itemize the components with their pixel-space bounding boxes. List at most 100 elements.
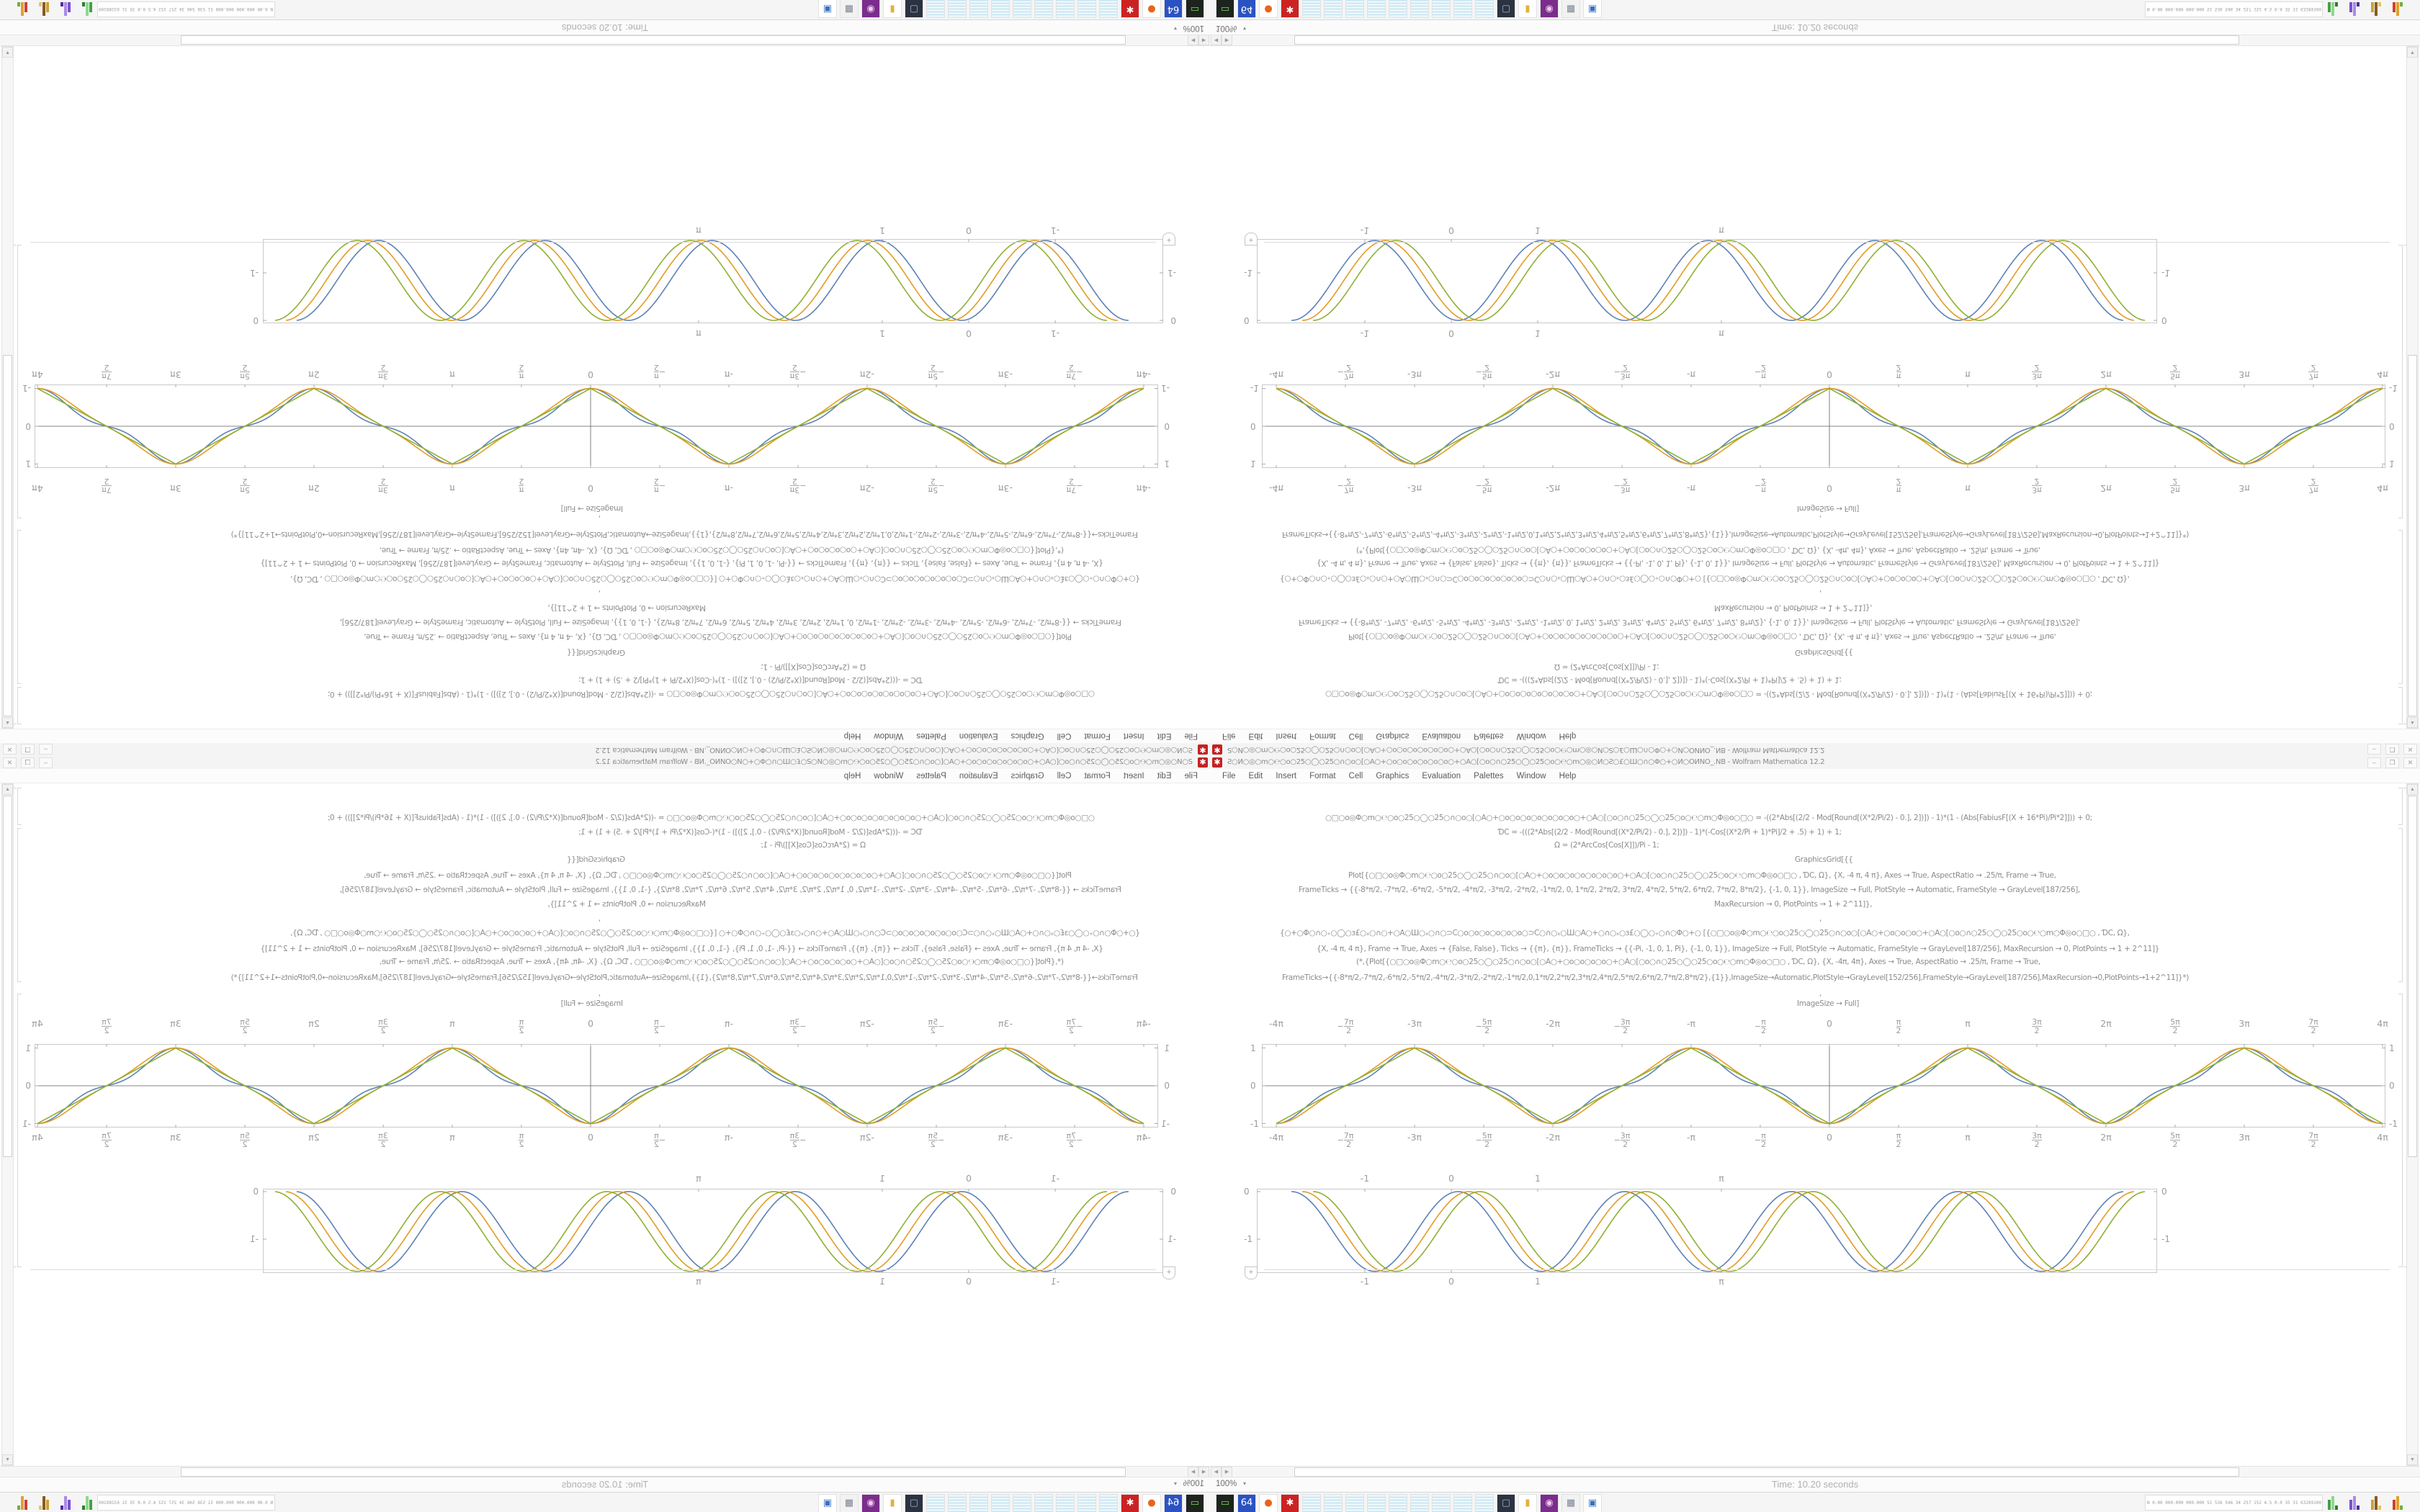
notepad-icon[interactable] (1345, 0, 1364, 18)
notepad-icon[interactable] (1302, 0, 1321, 18)
code-line[interactable]: FrameTicks→{{-8*π/2,-7*π/2,-6*π/2,-5*π/2… (1282, 530, 2189, 539)
code-line[interactable]: GraphicsGrid[{{ (567, 855, 625, 864)
menu-window[interactable]: Window (874, 771, 904, 780)
menu-insert[interactable]: Insert (1123, 732, 1144, 741)
horizontal-scrollbar[interactable]: ◀ ▶ (1210, 35, 2420, 46)
menu-evaluation[interactable]: Evaluation (1422, 771, 1461, 780)
code-line[interactable]: ○□○o◎Φ○m○℮○o○25○◯○25○∩○o○[○Α○+○o○o○o○o○o… (1325, 814, 2092, 822)
menu-window[interactable]: Window (1516, 732, 1546, 741)
notepad-icon[interactable] (1099, 0, 1118, 18)
display-camera-icon[interactable]: ▢ (1497, 0, 1515, 18)
monitor-icon[interactable]: ▣ (1583, 1494, 1602, 1512)
scroll-right-button[interactable]: ▶ (1188, 1467, 1198, 1477)
notebook-content[interactable]: ○□○o◎Φ○m○℮○o○25○◯○25○∩○o○[○Α○+○o○o○o○o○o… (1210, 46, 2420, 729)
maximize-button[interactable]: ❐ (21, 757, 35, 768)
minimize-button[interactable]: – (2367, 757, 2381, 768)
monitor-icon[interactable]: ▣ (818, 1494, 837, 1512)
gear-icon[interactable]: ✱ (1121, 0, 1139, 18)
menu-graphics[interactable]: Graphics (1010, 732, 1044, 741)
scroll-up-button[interactable]: ▲ (2407, 784, 2418, 795)
scroll-down-button[interactable]: ▼ (2407, 1454, 2418, 1465)
purple-app-icon[interactable]: ◉ (861, 1494, 880, 1512)
horizontal-scroll-thumb[interactable] (1294, 35, 2239, 45)
cell-insert-rule[interactable] (1264, 242, 2390, 243)
menu-insert[interactable]: Insert (1123, 771, 1144, 780)
purple-app-icon[interactable]: ◉ (1540, 0, 1559, 18)
code-line[interactable]: , (599, 589, 601, 598)
magnification-control[interactable]: 100% (1216, 1480, 1237, 1488)
cell-bracket[interactable] (2398, 788, 2403, 825)
menu-file[interactable]: File (1222, 732, 1236, 741)
notepad-icon[interactable] (1367, 0, 1386, 18)
scroll-down-button[interactable]: ▼ (2, 1454, 13, 1465)
vertical-scrollbar[interactable]: ▲ ▼ (2406, 46, 2419, 729)
disk-drive-icon[interactable]: ▭ (1216, 1494, 1234, 1512)
code-line[interactable]: {X, -4 π, 4 π}, Frame → True, Axes → {Fa… (1317, 559, 2160, 567)
scroll-right-button[interactable]: ▶ (1222, 35, 1232, 45)
notepad-icon[interactable] (1324, 1494, 1343, 1512)
minimize-button[interactable]: – (39, 757, 53, 768)
vertical-scroll-thumb[interactable] (2408, 355, 2417, 716)
code-line[interactable]: FrameTicks→{{-8*π/2,-7*π/2,-6*π/2,-5*π/2… (231, 530, 1138, 539)
horizontal-scrollbar[interactable]: ◀ ▶ (0, 35, 1210, 46)
window-titlebar[interactable]: ✱ Ƨ○Ͷ○◎○m○℮○o○25○◯○25○∩○o○[○Α○+○o○o○o○o○… (1210, 756, 2420, 770)
notepad-icon[interactable] (1389, 0, 1407, 18)
notepad-icon[interactable] (1432, 0, 1451, 18)
code-line[interactable]: , (1819, 589, 1821, 598)
menu-cell[interactable]: Cell (1057, 771, 1072, 780)
vertical-scrollbar[interactable]: ▲ ▼ (2406, 783, 2419, 1466)
scroll-up-button[interactable]: ▲ (2, 717, 13, 728)
window-titlebar[interactable]: ✱ Ƨ○Ͷ○◎○m○℮○o○25○◯○25○∩○o○[○Α○+○o○o○o○o○… (0, 742, 1210, 756)
notepad-icon[interactable] (1367, 1494, 1386, 1512)
firefox-icon[interactable]: ● (1259, 1494, 1278, 1512)
menu-cell[interactable]: Cell (1348, 771, 1363, 780)
purple-app-icon[interactable]: ◉ (861, 0, 880, 18)
firefox-icon[interactable]: ● (1142, 1494, 1161, 1512)
scroll-left-button[interactable]: ◀ (1211, 1467, 1222, 1477)
menu-graphics[interactable]: Graphics (1376, 732, 1410, 741)
menu-edit[interactable]: Edit (1248, 732, 1263, 741)
code-line[interactable]: ImageSize → Full] (560, 504, 623, 513)
notepad-icon[interactable] (969, 1494, 988, 1512)
code-line[interactable]: ImageSize → Full] (1797, 999, 1860, 1008)
menu-file[interactable]: File (1222, 771, 1236, 780)
code-line[interactable]: MaxRecursion → 0, PlotPoints → 1 + 2^11]… (1714, 603, 1873, 612)
notepad-icon[interactable] (991, 0, 1010, 18)
code-line[interactable]: Ω = (2*ArcCos[Cos[X]])/Pi - 1; (1554, 841, 1659, 850)
window-titlebar[interactable]: ✱ Ƨ○Ͷ○◎○m○℮○o○25○◯○25○∩○o○[○Α○+○o○o○o○o○… (1210, 742, 2420, 756)
code-line[interactable]: {○+○Φ○∩○₊○◯○ɜ£○ₓ○∩○+○Α○Ш○ₓ○∩○⊃C○o○o○o○o○… (290, 929, 1140, 937)
code-line[interactable]: (*,{Plot[{○□○o◎Φ○m○℮○o○25○◯○25○∩○o○[○Α○+… (1356, 958, 2040, 966)
notebook-content[interactable]: ○□○o◎Φ○m○℮○o○25○◯○25○∩○o○[○Α○+○o○o○o○o○o… (1210, 783, 2420, 1466)
menu-file[interactable]: File (1184, 732, 1198, 741)
floppy-64-icon[interactable]: 64 (1164, 1494, 1183, 1512)
close-button[interactable]: ✕ (3, 744, 17, 755)
code-line[interactable]: FrameTicks → {{-8*π/2, -7*π/2, -6*π/2, -… (1299, 886, 2080, 894)
disk-drive-icon[interactable]: ▭ (1186, 0, 1204, 18)
menu-evaluation[interactable]: Evaluation (959, 732, 998, 741)
monitor-icon[interactable]: ▣ (1583, 0, 1602, 18)
code-line[interactable]: {X, -4 π, 4 π}, Frame → True, Axes → {Fa… (260, 945, 1103, 953)
code-line[interactable]: ○□○o◎Φ○m○℮○o○25○◯○25○∩○o○[○Α○+○o○o○o○o○o… (1325, 690, 2092, 698)
menu-insert[interactable]: Insert (1276, 732, 1297, 741)
code-line[interactable]: {X, -4 π, 4 π}, Frame → True, Axes → {Fa… (1317, 945, 2160, 953)
menu-edit[interactable]: Edit (1248, 771, 1263, 780)
purple-app-icon[interactable]: ◉ (1540, 1494, 1559, 1512)
horizontal-scroll-thumb[interactable] (181, 1467, 1126, 1477)
notepad-icon[interactable] (926, 0, 945, 18)
menu-palettes[interactable]: Palettes (1474, 771, 1504, 780)
notepad-icon[interactable] (1345, 1494, 1364, 1512)
floppy-64-icon[interactable]: 64 (1237, 1494, 1256, 1512)
notepad-icon[interactable] (948, 0, 967, 18)
code-line[interactable]: FrameTicks → {{-8*π/2, -7*π/2, -6*π/2, -… (340, 886, 1121, 894)
notepad-icon[interactable] (1324, 0, 1343, 18)
cell-bracket[interactable] (2398, 828, 2403, 982)
code-line[interactable]: Ω = (2*ArcCos[Cos[X]])/Pi - 1; (761, 841, 866, 850)
maximize-button[interactable]: ❐ (21, 744, 35, 755)
insert-cell-plus-button[interactable]: + (1162, 1266, 1175, 1279)
maximize-button[interactable]: ❐ (2385, 744, 2399, 755)
code-line[interactable]: FrameTicks→{{-8*π/2,-7*π/2,-6*π/2,-5*π/2… (231, 973, 1138, 982)
code-line[interactable]: ƊC = -(((2*Abs[(2/2 - Mod[Round[(X*2/Pi/… (1498, 675, 1842, 684)
menu-format[interactable]: Format (1309, 732, 1336, 741)
vertical-scroll-thumb[interactable] (2408, 796, 2417, 1157)
disk-drive-icon[interactable]: ▭ (1186, 1494, 1204, 1512)
